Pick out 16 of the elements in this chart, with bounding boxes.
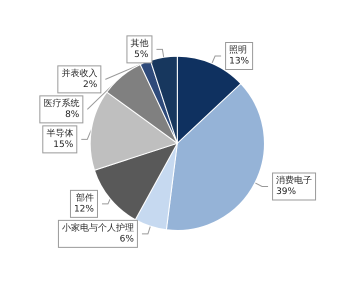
slice-label: 半导体 [46, 128, 74, 139]
data-label: 15% [53, 140, 74, 150]
slice-label: 部件 [76, 192, 94, 204]
slice-label: 其他 [130, 38, 148, 49]
data-label: 5% [134, 50, 149, 60]
slice-label: 小家电与个人护理 [62, 222, 134, 234]
data-label: 2% [83, 80, 98, 90]
slice-label: 照明 [229, 44, 248, 56]
data-label: 12% [74, 204, 94, 214]
data-label: 13% [229, 56, 250, 67]
slice-label: 医疗系统 [43, 98, 80, 109]
slice-label: 并表收入 [61, 68, 98, 79]
data-label: 8% [65, 110, 80, 120]
slice-label: 消费电子 [276, 174, 312, 186]
data-label: 39% [276, 186, 297, 197]
data-label: 6% [120, 234, 134, 244]
